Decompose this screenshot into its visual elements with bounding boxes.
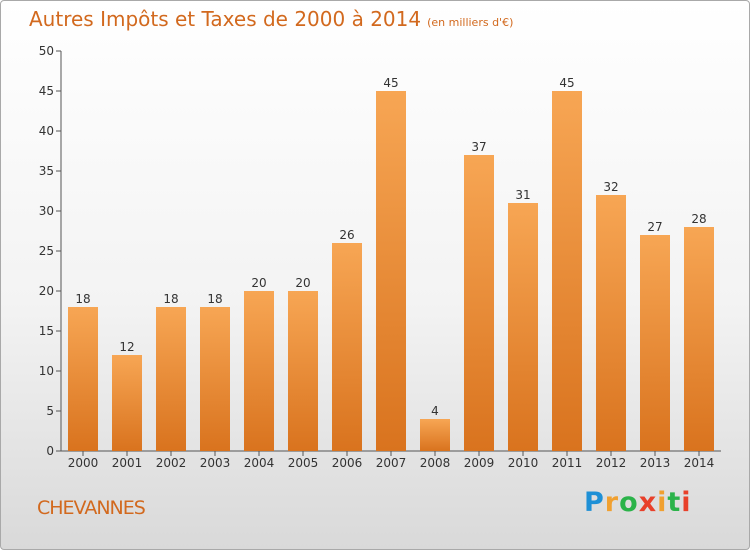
y-tick-label: 15 bbox=[39, 324, 54, 338]
x-tick-label: 2009 bbox=[464, 456, 495, 470]
chart-title-text: Autres Impôts et Taxes de 2000 à 2014 bbox=[29, 7, 422, 31]
bar-value-label: 26 bbox=[339, 228, 354, 242]
x-tick-label: 2002 bbox=[156, 456, 187, 470]
x-tick-label: 2000 bbox=[68, 456, 99, 470]
y-tick-label: 35 bbox=[39, 164, 54, 178]
proxiti-logo[interactable]: Proxiti bbox=[584, 487, 692, 518]
y-tick-label: 0 bbox=[46, 444, 54, 458]
logo-letter: P bbox=[584, 487, 605, 518]
x-tick-label: 2004 bbox=[244, 456, 275, 470]
logo-letter: r bbox=[604, 487, 620, 518]
bar-value-label: 20 bbox=[251, 276, 266, 290]
bar-2008 bbox=[420, 419, 450, 451]
bar-2013 bbox=[640, 235, 670, 451]
bar-value-label: 37 bbox=[471, 140, 486, 154]
x-tick-label: 2011 bbox=[552, 456, 583, 470]
bar-value-label: 45 bbox=[383, 76, 398, 90]
bar-2011 bbox=[552, 91, 582, 451]
y-tick-label: 30 bbox=[39, 204, 54, 218]
bar-value-label: 18 bbox=[163, 292, 178, 306]
bar-2002 bbox=[156, 307, 186, 451]
bar-value-label: 45 bbox=[559, 76, 574, 90]
bar-2003 bbox=[200, 307, 230, 451]
y-tick-label: 45 bbox=[39, 84, 54, 98]
x-tick-label: 2013 bbox=[640, 456, 671, 470]
chart-title: Autres Impôts et Taxes de 2000 à 2014 (en… bbox=[29, 7, 513, 31]
bar-2007 bbox=[376, 91, 406, 451]
bar-2009 bbox=[464, 155, 494, 451]
bar-layer bbox=[68, 91, 714, 451]
bar-value-label: 31 bbox=[515, 188, 530, 202]
axis-layer: 0 5 10 15 20 25 30 35 40 45 50 2000 2001 2002 2003 2004… bbox=[39, 44, 721, 470]
bar-value-label: 32 bbox=[603, 180, 618, 194]
x-tick-label: 2010 bbox=[508, 456, 539, 470]
x-tick-label: 2007 bbox=[376, 456, 407, 470]
y-tick-label: 10 bbox=[39, 364, 54, 378]
y-tick-label: 40 bbox=[39, 124, 54, 138]
bar-value-label: 20 bbox=[295, 276, 310, 290]
logo-letter: i bbox=[681, 487, 692, 518]
bar-2001 bbox=[112, 355, 142, 451]
chart-subtitle: (en milliers d'€) bbox=[427, 16, 514, 29]
bar-2006 bbox=[332, 243, 362, 451]
logo-letter: i bbox=[657, 487, 668, 518]
x-tick-label: 2003 bbox=[200, 456, 231, 470]
bar-2014 bbox=[684, 227, 714, 451]
x-tick-label: 2012 bbox=[596, 456, 627, 470]
y-tick-label: 50 bbox=[39, 44, 54, 58]
y-tick-label: 5 bbox=[46, 404, 54, 418]
bar-value-label: 4 bbox=[431, 404, 439, 418]
bar-2012 bbox=[596, 195, 626, 451]
bar-2005 bbox=[288, 291, 318, 451]
bar-value-label: 18 bbox=[75, 292, 90, 306]
label-layer: 18 12 18 18 20 20 26 45 4 37 31 45 32 27 28 bbox=[75, 76, 706, 418]
town-name: CHEVANNES bbox=[37, 497, 146, 519]
y-tick-label: 20 bbox=[39, 284, 54, 298]
x-tick-label: 2006 bbox=[332, 456, 363, 470]
x-tick-label: 2001 bbox=[112, 456, 143, 470]
logo-letter: x bbox=[638, 487, 658, 518]
x-tick-label: 2005 bbox=[288, 456, 319, 470]
logo-letter: o bbox=[619, 487, 639, 518]
bar-value-label: 12 bbox=[119, 340, 134, 354]
bar-value-label: 27 bbox=[647, 220, 662, 234]
x-tick-label: 2014 bbox=[684, 456, 715, 470]
bar-value-label: 28 bbox=[691, 212, 706, 226]
bar-2010 bbox=[508, 203, 538, 451]
x-tick-label: 2008 bbox=[420, 456, 451, 470]
y-tick-label: 25 bbox=[39, 244, 54, 258]
bar-2000 bbox=[68, 307, 98, 451]
logo-letter: t bbox=[667, 487, 682, 518]
bar-2004 bbox=[244, 291, 274, 451]
bar-value-label: 18 bbox=[207, 292, 222, 306]
